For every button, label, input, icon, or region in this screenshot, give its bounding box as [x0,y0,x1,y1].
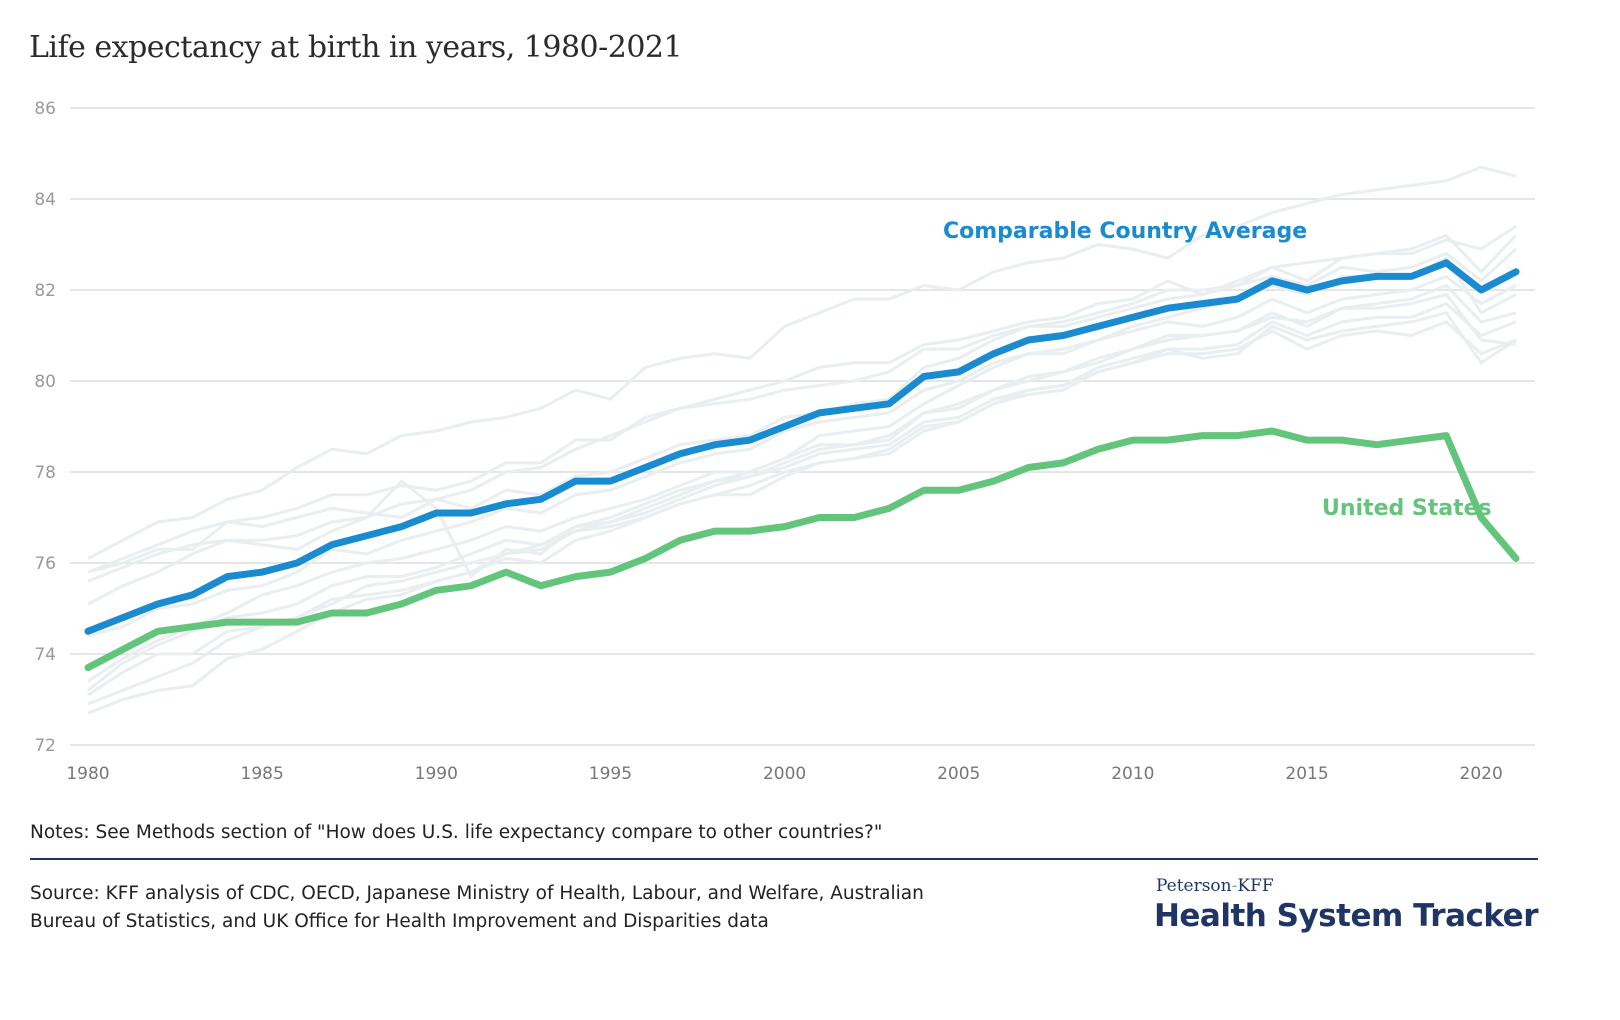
background-country-lines [87,165,1518,715]
x-tick-label: 1980 [66,764,109,784]
y-tick-label: 74 [34,645,56,665]
background-line-country-2 [87,247,1518,574]
y-tick-label: 72 [34,736,56,756]
x-tick-label: 1995 [589,764,632,784]
source-line-2: Bureau of Statistics, and UK Office for … [30,911,769,932]
background-line-country-8 [87,302,1517,692]
background-line-country-10 [87,320,1517,706]
chart-source: Source: KFF analysis of CDC, OECD, Japan… [30,880,1030,936]
x-tick-label: 2010 [1111,764,1154,784]
brand-name: Health System Tracker [1153,898,1539,934]
y-tick-label: 84 [34,190,56,210]
x-tick-label: 1990 [415,764,458,784]
background-line-country-9 [87,311,1517,697]
background-line-country-3 [87,233,1518,574]
brand-peterson: Peterson [1155,876,1232,896]
y-tick-label: 86 [34,99,56,119]
series-label-comparable-average: Comparable Country Average [943,219,1307,244]
y-tick-label: 78 [34,463,56,483]
comparable-average-line [84,259,1520,635]
y-tick-label: 80 [34,372,56,392]
line-chart: 72 74 76 78 80 82 84 86 1980 1985 1990 1995 2000 200… [34,99,1535,784]
y-tick-label: 82 [34,281,56,301]
chart-notes: Notes: See Methods section of "How does … [30,822,883,843]
background-line-country-5 [87,256,1517,606]
background-line-country-1 [87,165,1517,560]
x-tick-label: 1985 [241,764,284,784]
source-line-1: Source: KFF analysis of CDC, OECD, Japan… [30,883,924,904]
gridlines [70,107,1535,746]
background-line-country-7 [87,284,1517,683]
highlighted-series [84,259,1520,672]
background-line-country-11 [87,293,1517,715]
y-tick-label: 76 [34,554,56,574]
brand-kff: KFF [1237,876,1274,896]
chart-title: Life expectancy at birth in years, 1980-… [29,30,683,65]
x-tick-label: 2020 [1460,764,1503,784]
x-tick-label: 2005 [937,764,980,784]
x-tick-label: 2015 [1285,764,1328,784]
background-line-country-6 [87,274,1517,638]
series-label-united-states: United States [1322,496,1492,521]
brand-dash: - [1231,876,1238,896]
x-tick-label: 2000 [763,764,806,784]
brand-subtitle: Peterson-KFF [1154,876,1538,896]
x-axis: 1980 1985 1990 1995 2000 2005 2010 2015 2020 [66,764,1502,784]
united-states-line [84,427,1520,672]
y-axis: 72 74 76 78 80 82 84 86 [34,99,56,756]
brand-logo: Peterson-KFF Health System Tracker [1153,876,1539,934]
background-line-country-4 [87,225,1517,583]
footer-divider [30,858,1538,860]
